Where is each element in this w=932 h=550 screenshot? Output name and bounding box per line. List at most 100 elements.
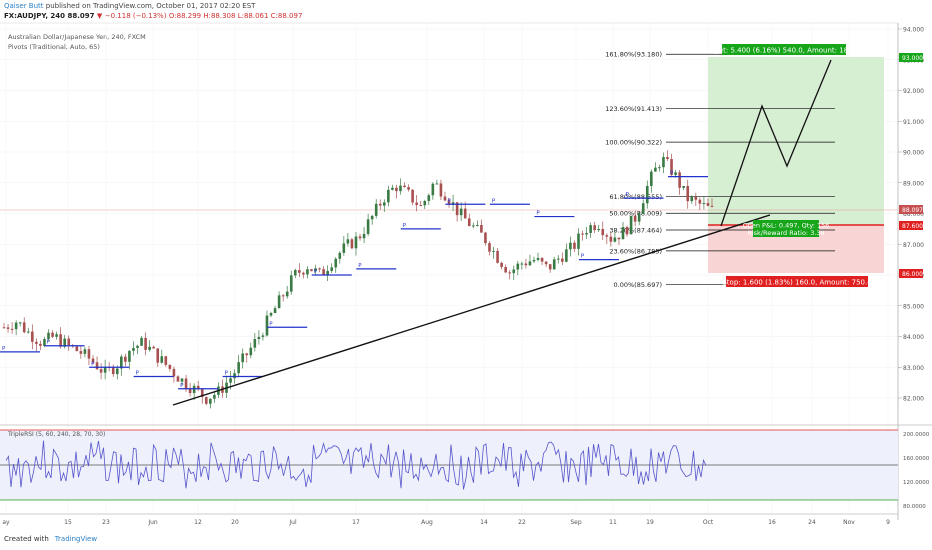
candle-body — [26, 331, 30, 333]
chart-header: Qaiser Butt published on TradingView.com… — [4, 1, 704, 21]
time-tick-label: 17 — [352, 519, 360, 526]
candle-body — [47, 332, 50, 340]
candle-body — [528, 261, 532, 266]
candle-body — [565, 249, 568, 262]
candle-body — [204, 396, 208, 404]
candle-body — [710, 205, 714, 207]
time-axis[interactable]: ay 15 23 Jun 12 20 Jul 17 Aug 14 22 Sep 11 19 Oct 16 24 N… — [2, 519, 890, 526]
candle-body — [577, 233, 580, 249]
candle-body — [229, 378, 232, 383]
candle-body — [423, 200, 427, 206]
footer: Created with TradingView — [4, 535, 97, 543]
candle-body — [10, 328, 14, 330]
tradingview-logo[interactable]: TradingView — [54, 535, 98, 543]
candle-body — [314, 268, 317, 272]
candle-body — [330, 267, 334, 271]
price-tick-label: 88.000 — [903, 211, 924, 218]
candle-body — [500, 262, 503, 268]
projection-path[interactable] — [720, 59, 832, 227]
candle-body — [593, 225, 596, 231]
author-link[interactable]: Qaiser Butt — [4, 2, 44, 10]
candle-body — [544, 261, 548, 265]
candle-body — [488, 243, 491, 252]
ohlc-values: O:88.299 H:88.308 L:88.061 C:88.097 — [168, 12, 303, 20]
time-tick-label: 12 — [194, 519, 202, 526]
symbol: FX:AUDJPY, 240 — [4, 12, 66, 20]
price-axis[interactable]: 94.000 93.000 92.000 91.000 90.000 89.000 88.0… — [898, 27, 924, 403]
candle-body — [176, 376, 180, 382]
candle-body — [196, 385, 200, 390]
candle-body — [370, 215, 374, 220]
candle-body — [698, 199, 702, 204]
ohlc-line: FX:AUDJPY, 240 88.097 ▼ −0.118 (−0.13%) … — [4, 11, 704, 21]
candle-body — [633, 215, 637, 222]
time-tick-label: Nov — [843, 519, 855, 526]
candle-body — [6, 327, 10, 329]
candle-body — [455, 202, 459, 216]
stop-price-text: 86.000 — [902, 271, 923, 278]
candle-body — [524, 263, 528, 266]
fib-level-label: 23.60%(86.785) — [609, 247, 662, 255]
price-tick-label: 84.000 — [903, 334, 924, 341]
candle-body — [378, 203, 382, 206]
candle-body — [694, 196, 698, 200]
candle-body — [51, 332, 54, 337]
time-tick-label: 22 — [518, 519, 526, 526]
indicator-title: Pivots (Traditional, Auto, 65) — [8, 43, 100, 51]
candle-body — [148, 346, 151, 350]
candle-body — [617, 237, 621, 240]
candle-body — [245, 353, 249, 356]
entry-price-text: 87.600 — [902, 223, 923, 230]
candle-body — [589, 225, 592, 233]
candle-body — [362, 233, 366, 239]
candle-body — [650, 171, 653, 186]
candle-body — [302, 272, 305, 275]
pl-label-bg — [753, 220, 819, 237]
fib-level-label: 61.80%(88.555) — [609, 193, 662, 201]
candle-body — [156, 348, 160, 363]
candle-body — [662, 157, 665, 168]
candle-body — [43, 339, 46, 346]
rsi-axis: 200.0000 160.0000 120.0000 80.0000 — [903, 432, 930, 510]
candle-body — [374, 203, 378, 216]
series-title: Australian Dollar/Japanese Yen, 240, FXC… — [8, 33, 146, 41]
candle-body — [273, 308, 277, 314]
candle-body — [496, 250, 499, 263]
candle-body — [306, 269, 309, 275]
candle-body — [132, 347, 135, 351]
price-tick-label: 89.000 — [903, 180, 924, 187]
candle-body — [338, 252, 342, 259]
time-tick-label: 9 — [886, 519, 890, 526]
candle-body — [140, 337, 143, 346]
time-tick-label: Sep — [570, 519, 582, 526]
publisher-line: Qaiser Butt published on TradingView.com… — [4, 1, 704, 11]
candle-body — [674, 172, 677, 175]
candle-body — [115, 368, 119, 375]
candle-body — [439, 183, 443, 197]
candle-body — [124, 356, 127, 362]
candle-body — [569, 242, 572, 250]
candle-body — [443, 196, 447, 201]
stop-label-bg — [726, 276, 868, 287]
candle-body — [103, 366, 107, 373]
candle-body — [184, 378, 188, 389]
candle-body — [233, 373, 236, 379]
candle-body — [59, 334, 62, 347]
trendline[interactable] — [172, 214, 771, 406]
time-tick-label: 15 — [64, 519, 72, 526]
pivot-marker: P — [269, 321, 273, 327]
candle-body — [605, 235, 609, 237]
candle-body — [431, 183, 435, 196]
price-change: −0.118 (−0.13%) — [104, 12, 167, 20]
candle-body — [249, 347, 253, 356]
candle-body — [310, 269, 313, 272]
candle-body — [318, 268, 321, 270]
candle-body — [552, 259, 556, 270]
candle-body — [200, 389, 204, 397]
candle-body — [621, 227, 625, 240]
candle-body — [237, 362, 240, 374]
current-price-text: 88.097 — [902, 207, 923, 214]
fib-level-label: 100.00%(90.322) — [605, 139, 662, 147]
candle-body — [168, 364, 172, 369]
